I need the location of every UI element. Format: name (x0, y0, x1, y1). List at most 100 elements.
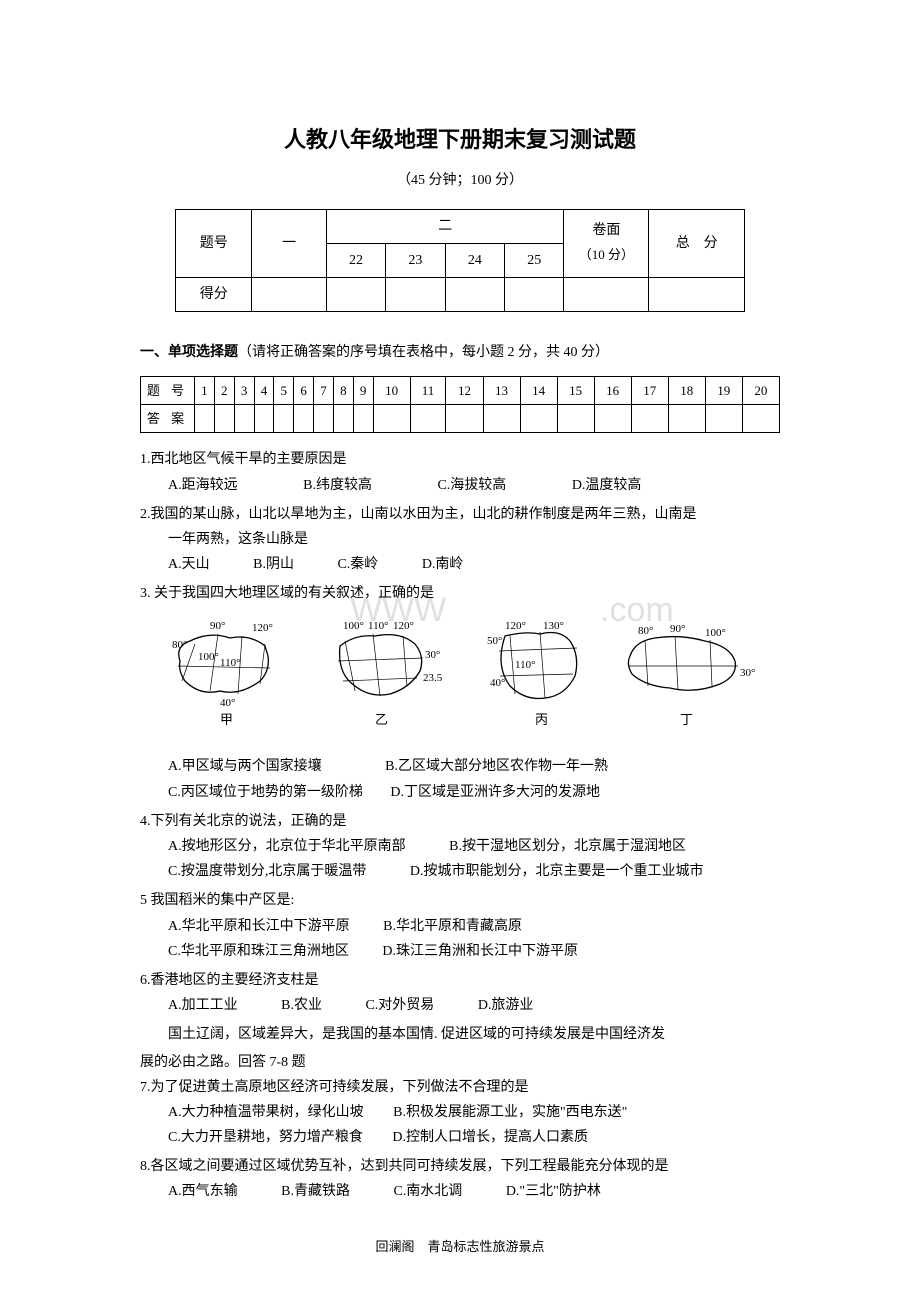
q4-option-c: C.按温度带划分,北京属于暖温带 (168, 859, 366, 884)
q5-option-a: A.华北平原和长江中下游平原 (168, 914, 350, 939)
answer-col: 13 (483, 376, 520, 404)
q1-option-b: B.纬度较高 (303, 473, 372, 498)
q5-option-b: B.华北平原和青藏高原 (383, 914, 522, 939)
q1-option-c: C.海拔较高 (437, 473, 506, 498)
score-cell (564, 278, 649, 312)
svg-text:30°: 30° (740, 667, 755, 679)
question-5: 5 我国稻米的集中产区是: A.华北平原和长江中下游平原 B.华北平原和青藏高原… (140, 888, 780, 964)
answer-cell (314, 404, 334, 432)
answer-col: 2 (214, 376, 234, 404)
question-1: 1.西北地区气候干旱的主要原因是 A.距海较远 B.纬度较高 C.海拔较高 D.… (140, 447, 780, 497)
answer-col: 20 (742, 376, 779, 404)
page-title: 人教八年级地理下册期末复习测试题 (140, 120, 780, 160)
q6-option-b: B.农业 (281, 993, 322, 1018)
q8-option-a: A.西气东输 (168, 1179, 238, 1204)
answer-cell (195, 404, 215, 432)
q4-option-a: A.按地形区分，北京位于华北平原南部 (168, 834, 406, 859)
svg-text:120°: 120° (252, 622, 273, 634)
svg-text:23.5: 23.5 (423, 672, 443, 684)
section-1-heading: 一、单项选择题（请将正确答案的序号填在表格中，每小题 2 分，共 40 分） (140, 340, 780, 365)
map-d: 80° 90° 100° 30° 丁 (628, 623, 755, 727)
question-8: 8.各区域之间要通过区域优势互补，达到共同可持续发展，下列工程最能充分体现的是 … (140, 1154, 780, 1204)
score-table: 题号 一 二 卷面（10 分） 总 分 22 23 24 25 得分 (175, 209, 745, 313)
answer-cell (557, 404, 594, 432)
svg-text:100°: 100° (705, 627, 726, 639)
map-b: 100° 110° 120° 30° 23.5 乙 (338, 620, 443, 727)
q2-option-a: A.天山 (168, 552, 210, 577)
answer-col: 7 (314, 376, 334, 404)
map-a: 80° 90° 100° 110° 120° 40° 甲 (172, 620, 273, 727)
answer-table-header-label: 题 号 (141, 376, 195, 404)
answer-col: 18 (668, 376, 705, 404)
svg-text:110°: 110° (220, 657, 241, 669)
svg-text:90°: 90° (670, 623, 685, 635)
q3-option-c: C.丙区域位于地势的第一级阶梯 (168, 780, 363, 805)
answer-col: 3 (234, 376, 254, 404)
answer-cell (274, 404, 294, 432)
svg-text:110°: 110° (515, 659, 536, 671)
q5-option-c: C.华北平原和珠江三角洲地区 (168, 939, 349, 964)
question-6: 6.香港地区的主要经济支柱是 A.加工工业 B.农业 C.对外贸易 D.旅游业 (140, 968, 780, 1018)
score-row-label: 得分 (176, 278, 252, 312)
svg-text:30°: 30° (425, 649, 440, 661)
answer-col: 6 (294, 376, 314, 404)
q7-option-b: B.积极发展能源工业，实施"西电东送" (393, 1100, 627, 1125)
answer-col: 5 (274, 376, 294, 404)
q6-option-d: D.旅游业 (478, 993, 534, 1018)
q3-option-a: A.甲区域与两个国家接壤 (168, 754, 322, 779)
svg-text:80°: 80° (172, 639, 187, 651)
answer-col: 14 (520, 376, 557, 404)
svg-text:100°: 100° (198, 651, 219, 663)
question-2: 2.我国的某山脉，山北以旱地为主，山南以水田为主，山北的耕作制度是两年三熟，山南… (140, 502, 780, 578)
answer-cell (410, 404, 446, 432)
svg-text:甲: 甲 (220, 712, 233, 727)
answer-table: 题 号 1 2 3 4 5 6 7 8 9 10 11 12 13 14 15 … (140, 376, 780, 434)
score-cell (649, 278, 745, 312)
answer-col: 19 (705, 376, 742, 404)
svg-text:丁: 丁 (680, 712, 693, 727)
q1-option-a: A.距海较远 (168, 473, 238, 498)
question-4: 4.下列有关北京的说法，正确的是 A.按地形区分，北京位于华北平原南部 B.按干… (140, 809, 780, 885)
answer-cell (483, 404, 520, 432)
svg-text:100°: 100° (343, 620, 364, 632)
q8-option-c: C.南水北调 (393, 1179, 462, 1204)
q7-option-d: D.控制人口增长，提高人口素质 (392, 1125, 588, 1150)
svg-text:120°: 120° (505, 620, 526, 632)
q2-option-b: B.阴山 (253, 552, 294, 577)
score-col-22: 22 (326, 243, 385, 277)
answer-col: 15 (557, 376, 594, 404)
q6-option-a: A.加工工业 (168, 993, 238, 1018)
score-header-number: 题号 (176, 209, 252, 277)
q3-option-b: B.乙区域大部分地区农作物一年一熟 (385, 754, 608, 779)
q7-text: 7.为了促进黄土高原地区经济可持续发展，下列做法不合理的是 (140, 1075, 780, 1100)
score-header-two: 二 (326, 209, 564, 243)
svg-text:40°: 40° (490, 677, 505, 689)
q2-text2: 一年两熟，这条山脉是 (140, 527, 780, 552)
question-7: 7.为了促进黄土高原地区经济可持续发展，下列做法不合理的是 A.大力种植温带果树… (140, 1075, 780, 1151)
answer-col: 16 (594, 376, 631, 404)
maps-svg: 80° 90° 100° 110° 120° 40° 甲 100° 110° 1… (150, 616, 770, 746)
q5-text: 5 我国稻米的集中产区是: (140, 888, 780, 913)
answer-col: 10 (373, 376, 410, 404)
answer-cell (705, 404, 742, 432)
answer-cell (294, 404, 314, 432)
q5-option-d: D.珠江三角洲和长江中下游平原 (382, 939, 578, 964)
answer-cell (742, 404, 779, 432)
score-cell (252, 278, 326, 312)
q4-option-b: B.按干湿地区划分，北京属于湿润地区 (449, 834, 686, 859)
page-footer: 回澜阁 青岛标志性旅游景点 (140, 1235, 780, 1258)
q4-option-d: D.按城市职能划分，北京主要是一个重工业城市 (410, 859, 704, 884)
passage-line1: 国土辽阔，区域差异大，是我国的基本国情. 促进区域的可持续发展是中国经济发 (140, 1022, 780, 1047)
q7-option-c: C.大力开垦耕地，努力增产粮食 (168, 1125, 363, 1150)
svg-text:90°: 90° (210, 620, 225, 632)
answer-table-answer-row: 答 案 (141, 404, 780, 432)
svg-text:80°: 80° (638, 625, 653, 637)
q2-option-c: C.秦岭 (337, 552, 378, 577)
q2-option-d: D.南岭 (422, 552, 464, 577)
score-cell (505, 278, 564, 312)
q6-option-c: C.对外贸易 (365, 993, 434, 1018)
answer-table-answer-label: 答 案 (141, 404, 195, 432)
answer-col: 11 (410, 376, 446, 404)
answer-cell (446, 404, 483, 432)
answer-cell (520, 404, 557, 432)
